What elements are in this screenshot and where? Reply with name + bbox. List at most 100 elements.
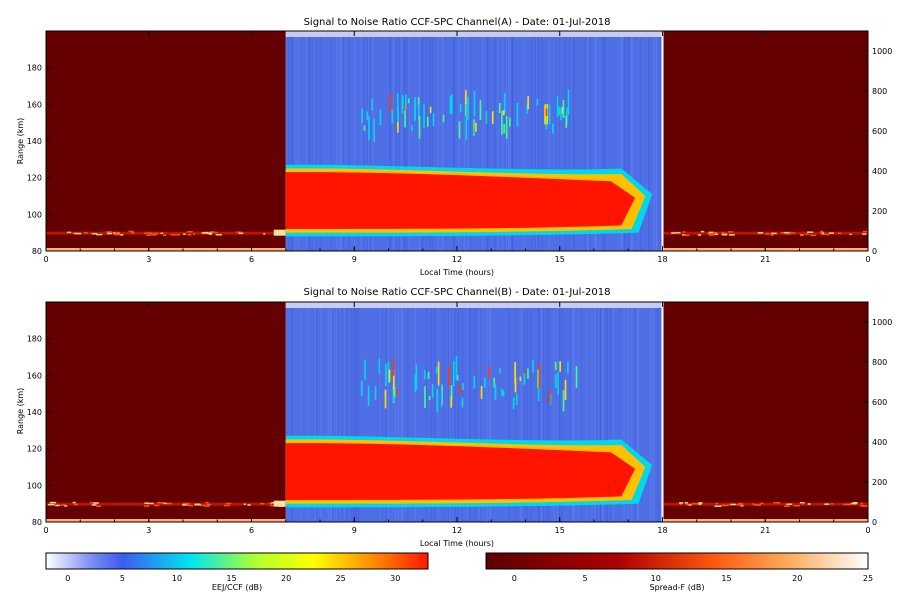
- panel-b-eej-top-band: [285, 302, 663, 308]
- panel-b-noise-streak: [543, 308, 545, 522]
- panel-b-ccf-echo: [437, 361, 440, 386]
- panel-b-ccf-echo: [462, 383, 464, 390]
- panel-a-y2tick-label: 0: [872, 247, 877, 256]
- panel-a-spreadf-speckle: [764, 233, 770, 235]
- panel-a-spreadf-speckle: [183, 233, 186, 235]
- panel-b-ccf-echo: [559, 361, 561, 372]
- colorbar-spreadf-tick-label: 5: [582, 574, 587, 583]
- panel-b-spreadf-speckle: [760, 502, 764, 505]
- panel-b-xtick-label: 12: [452, 526, 462, 535]
- panel-b-xtick-label: 21: [760, 526, 770, 535]
- panel-a-ccf-echo: [397, 122, 399, 133]
- panel-a-spreadf-speckle: [785, 233, 791, 235]
- panel-a-ccf-echo: [459, 103, 462, 113]
- panel-b-noise-streak: [358, 308, 360, 522]
- panel-b-noise-streak: [602, 308, 604, 522]
- panel-a-noise-streak: [445, 37, 447, 251]
- panel-a-noise-streak: [511, 37, 513, 251]
- panel-a-noise-streak: [389, 37, 391, 251]
- panel-a-ccf-echo: [396, 93, 399, 113]
- panel-b-ccf-echo: [537, 369, 539, 389]
- panel-b-noise-streak: [489, 308, 491, 522]
- panel-a-noise-streak: [309, 37, 311, 251]
- panel-a-noise-streak: [404, 37, 406, 251]
- panel-a-noise-streak: [425, 37, 427, 251]
- panel-b-noise-streak: [425, 308, 427, 522]
- panel-b-noise-streak: [631, 308, 633, 522]
- panel-a-spreadf-speckle: [263, 233, 266, 235]
- panel-a-spreadf-speckle: [671, 232, 676, 234]
- panel-b-spreadf-speckle: [182, 504, 188, 506]
- panel-a-noise-streak: [624, 37, 626, 251]
- panel-b-spreadf-speckle: [852, 501, 858, 504]
- panel-a-ccf-echo: [465, 90, 467, 117]
- panel-a-xtick-label: 18: [657, 255, 667, 264]
- panel-b-noise-streak: [357, 308, 359, 522]
- panel-a-noise-streak: [640, 37, 642, 251]
- panel-a-spreadf-speckle: [160, 232, 164, 235]
- panel-b-noise-streak: [351, 308, 353, 522]
- panel-b-noise-streak: [610, 308, 612, 522]
- panel-b-ccf-echo: [431, 384, 434, 398]
- panel-a-noise-streak: [367, 37, 369, 251]
- panel-b-noise-streak: [515, 308, 517, 522]
- panel-a-spreadf-speckle: [757, 232, 764, 234]
- panel-b-noise-streak: [457, 308, 459, 522]
- panel-b-noise-streak: [530, 308, 532, 522]
- colorbar-eej-tick-label: 30: [390, 574, 400, 583]
- panel-a-noise-streak: [647, 37, 649, 251]
- panel-a-noise-streak: [632, 37, 634, 251]
- panel-a-ccf-echo: [361, 108, 364, 123]
- panel-a-ccf-echo: [544, 104, 546, 125]
- panel-a-noise-streak: [583, 37, 585, 251]
- panel-b-spreadf-layer: [46, 502, 286, 506]
- panel-a-ccf-echo: [567, 89, 570, 115]
- panel-b-noise-streak: [434, 308, 436, 522]
- panel-b-noise-streak: [658, 308, 660, 522]
- panel-a-ccf-echo: [491, 111, 494, 124]
- panel-b-ytick-label: 120: [27, 445, 42, 454]
- panel-b-spreadf-speckle: [776, 502, 781, 504]
- panel-b-ccf-echo: [427, 371, 430, 379]
- panel-b: Signal to Noise Ratio CCF-SPC Channel(B)…: [16, 287, 892, 548]
- panel-b-spreadf-speckle: [752, 503, 755, 505]
- panel-a-ccf-echo: [404, 94, 407, 111]
- panel-a-spreadf-speckle: [783, 231, 791, 234]
- panel-a-spreadf-speckle: [712, 232, 718, 234]
- panel-b-spreadf-speckle: [73, 503, 79, 506]
- panel-b-ccf-echo: [499, 368, 501, 374]
- panel-a-noise-streak: [628, 37, 630, 251]
- panel-a-spreadf-speckle: [828, 232, 835, 234]
- panel-b-noise-streak: [607, 308, 609, 522]
- panel-b-spreadf-speckle: [850, 502, 858, 505]
- panel-a-y2tick-label: 200: [872, 207, 887, 216]
- panel-b-spreadf-speckle: [49, 501, 57, 504]
- panel-a-spreadf-speckle: [66, 231, 72, 234]
- panel-a-spreadf-speckle: [114, 231, 119, 234]
- panel-a-ccf-echo: [391, 109, 393, 124]
- panel-b-noise-streak: [521, 308, 523, 522]
- panel-a-noise-streak: [453, 37, 455, 251]
- panel-b-xtick-label: 0: [865, 526, 870, 535]
- panel-a-xtick-label: 6: [249, 255, 254, 264]
- panel-b-spreadf-speckle: [801, 502, 804, 505]
- panel-a-eej-core: [285, 172, 636, 229]
- panel-a-ccf-echo: [561, 107, 564, 114]
- panel-a-ccf-echo: [501, 111, 503, 135]
- panel-b-spreadf-speckle: [784, 505, 790, 508]
- panel-a-ccf-echo: [527, 96, 529, 110]
- panel-a-ccf-echo: [368, 116, 370, 141]
- panel-b-noise-streak: [441, 308, 443, 522]
- panel-a-spreadf-speckle: [163, 234, 167, 236]
- panel-a-noise-streak: [339, 37, 341, 251]
- panel-b-ccf-echo: [557, 372, 560, 395]
- colorbar-spreadf-ramp: [485, 552, 869, 570]
- panel-a-ccf-echo: [562, 99, 565, 118]
- panel-a-spreadf-speckle: [682, 231, 686, 233]
- panel-a-noise-streak: [541, 37, 543, 251]
- panel-a-spreadf-speckle: [150, 234, 157, 236]
- panel-a-ccf-echo: [449, 95, 452, 114]
- panel-b-spreadf-speckle: [793, 504, 801, 507]
- panel-a-xtick-label: 15: [555, 255, 565, 264]
- panel-b-noise-streak: [478, 308, 480, 522]
